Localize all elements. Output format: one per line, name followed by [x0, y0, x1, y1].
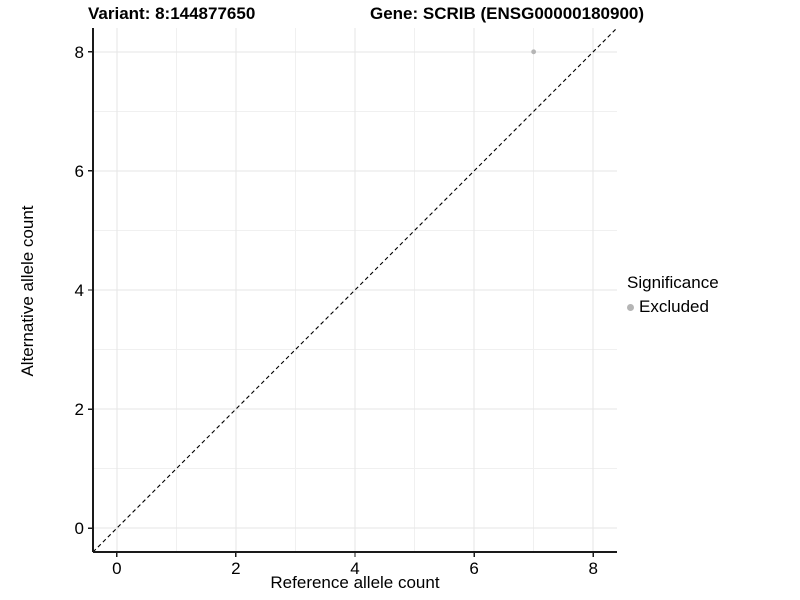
y-axis-title: Alternative allele count — [18, 205, 37, 377]
y-tick-label: 0 — [75, 519, 84, 538]
x-axis-title: Reference allele count — [270, 573, 440, 592]
x-tick-label: 8 — [588, 559, 597, 578]
legend-title: Significance — [627, 273, 719, 292]
y-tick-label: 2 — [75, 400, 84, 419]
legend-item-label: Excluded — [639, 297, 709, 316]
data-point-excluded — [531, 49, 537, 55]
legend-item-excluded: Excluded — [627, 297, 719, 317]
gene-title: Gene: SCRIB (ENSG00000180900) — [370, 4, 645, 23]
y-tick-label: 4 — [75, 281, 84, 300]
x-tick-label: 2 — [231, 559, 240, 578]
legend: Significance Excluded — [627, 273, 719, 317]
x-tick-label: 4 — [350, 559, 359, 578]
x-tick-label: 0 — [112, 559, 121, 578]
y-tick-label: 6 — [75, 162, 84, 181]
legend-point-icon — [627, 303, 634, 311]
variant-title: Variant: 8:144877650 — [88, 4, 256, 23]
y-tick-label: 8 — [75, 43, 84, 62]
x-tick-label: 6 — [469, 559, 478, 578]
identity-dashed-line — [92, 27, 618, 553]
